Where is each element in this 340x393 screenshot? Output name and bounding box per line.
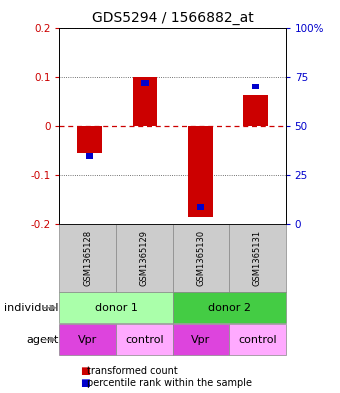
- Text: ■: ■: [80, 366, 90, 376]
- Text: Vpr: Vpr: [191, 335, 210, 345]
- Bar: [188, 126, 212, 217]
- Text: donor 1: donor 1: [95, 303, 137, 313]
- Bar: [141, 80, 149, 86]
- Text: Vpr: Vpr: [78, 335, 97, 345]
- Bar: [116, 324, 173, 355]
- Bar: [243, 95, 268, 126]
- Bar: [229, 224, 286, 292]
- Bar: [86, 153, 94, 159]
- Bar: [252, 84, 259, 90]
- Bar: [229, 324, 286, 355]
- Bar: [59, 224, 116, 292]
- Text: individual: individual: [4, 303, 58, 313]
- Text: agent: agent: [26, 335, 58, 345]
- Bar: [133, 77, 157, 126]
- Bar: [173, 324, 229, 355]
- Bar: [78, 126, 102, 153]
- Text: GSM1365129: GSM1365129: [140, 230, 149, 286]
- Text: ■: ■: [80, 378, 90, 388]
- Bar: [59, 292, 173, 323]
- Bar: [197, 204, 204, 210]
- Title: GDS5294 / 1566882_at: GDS5294 / 1566882_at: [92, 11, 253, 25]
- Text: control: control: [238, 335, 277, 345]
- Text: transformed count: transformed count: [87, 366, 177, 376]
- Bar: [173, 292, 286, 323]
- Text: GSM1365131: GSM1365131: [253, 230, 262, 286]
- Text: donor 2: donor 2: [208, 303, 251, 313]
- Bar: [59, 324, 116, 355]
- Text: percentile rank within the sample: percentile rank within the sample: [87, 378, 252, 388]
- Bar: [173, 224, 229, 292]
- Text: control: control: [125, 335, 164, 345]
- Text: GSM1365128: GSM1365128: [83, 230, 92, 286]
- Bar: [116, 224, 173, 292]
- Text: GSM1365130: GSM1365130: [196, 230, 205, 286]
